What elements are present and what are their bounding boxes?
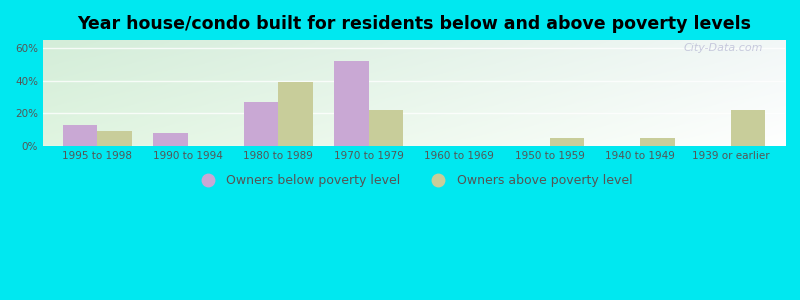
Bar	[550, 138, 584, 146]
Title: Year house/condo built for residents below and above poverty levels: Year house/condo built for residents bel…	[77, 15, 751, 33]
Bar	[369, 110, 403, 146]
Legend: Owners below poverty level, Owners above poverty level: Owners below poverty level, Owners above…	[190, 169, 638, 192]
Bar	[62, 124, 97, 146]
Bar	[730, 110, 765, 146]
Bar	[278, 82, 313, 146]
Text: City-Data.com: City-Data.com	[683, 43, 762, 53]
Bar	[154, 133, 188, 146]
Bar	[640, 138, 674, 146]
Bar	[97, 131, 131, 146]
Bar	[244, 102, 278, 146]
Bar	[334, 61, 369, 146]
